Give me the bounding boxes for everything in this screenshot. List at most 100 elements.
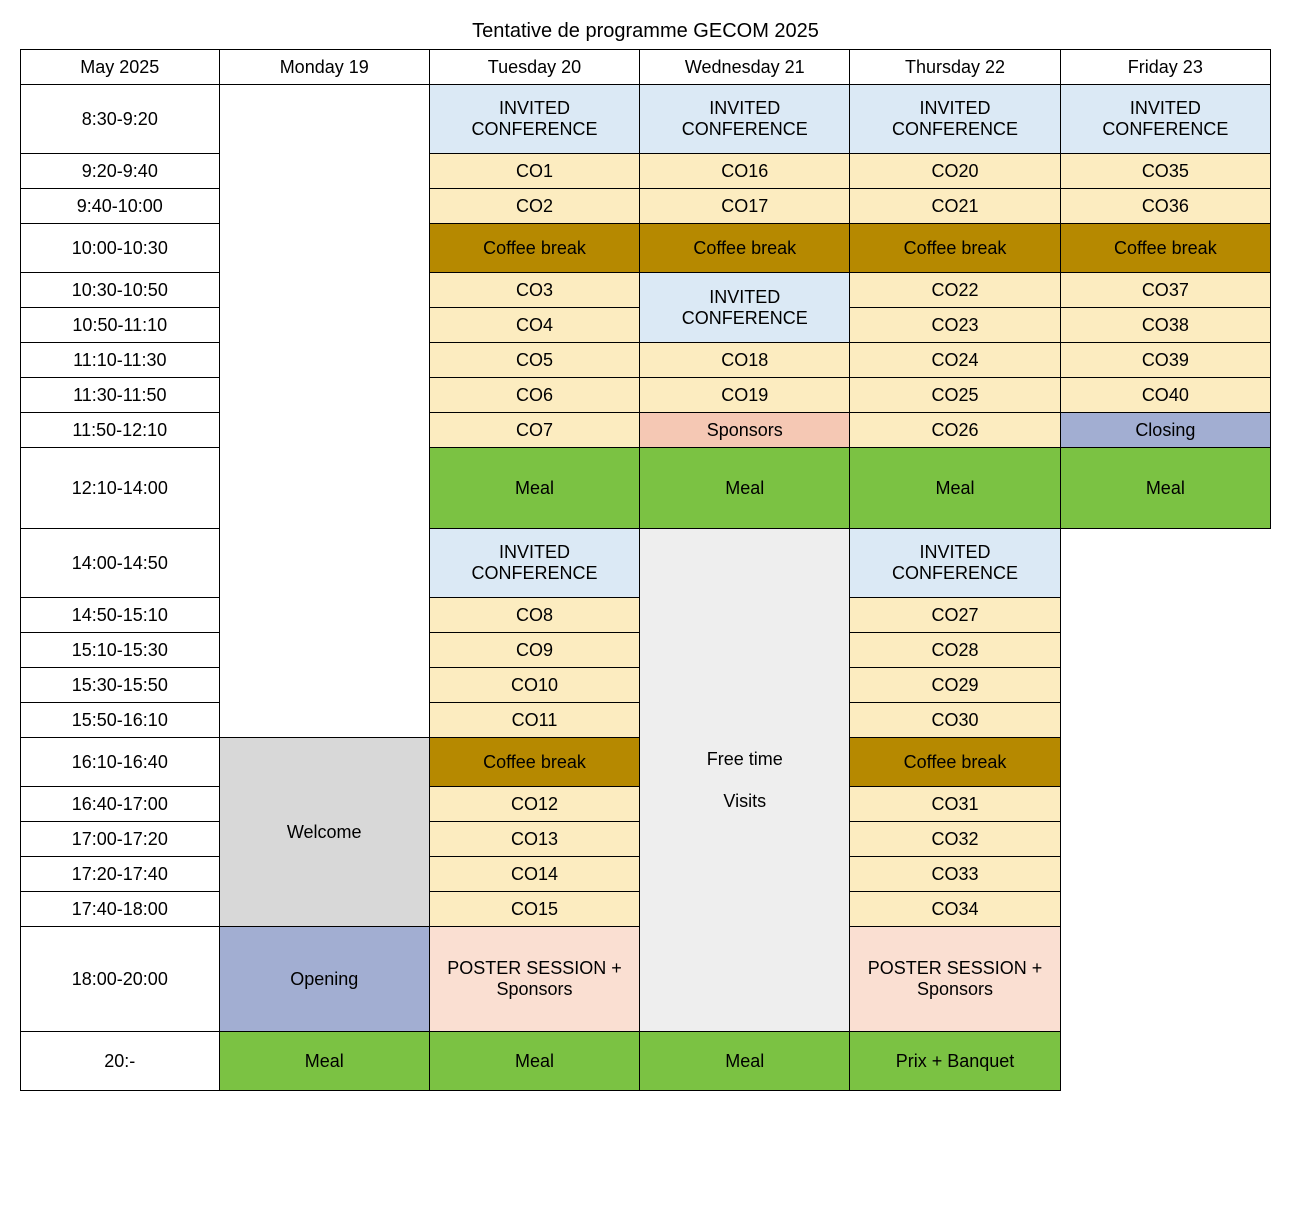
table-row: 10:00-10:30 Coffee break Coffee break Co…	[21, 224, 1271, 273]
tue-co15: CO15	[429, 892, 639, 927]
tue-meal-1: Meal	[429, 448, 639, 529]
thu-invited-am: INVITED CONFERENCE	[850, 85, 1060, 154]
page-title: Tentative de programme GECOM 2025	[20, 20, 1271, 43]
mon-opening: Opening	[219, 927, 429, 1032]
time-cell: 15:10-15:30	[21, 633, 220, 668]
thu-co29: CO29	[850, 668, 1060, 703]
time-cell: 11:30-11:50	[21, 378, 220, 413]
wed-co16: CO16	[640, 154, 850, 189]
time-cell: 10:50-11:10	[21, 308, 220, 343]
fri-co36: CO36	[1060, 189, 1270, 224]
tue-co2: CO2	[429, 189, 639, 224]
tue-invited-am: INVITED CONFERENCE	[429, 85, 639, 154]
tue-co11: CO11	[429, 703, 639, 738]
table-row: 9:40-10:00 CO2 CO17 CO21 CO36	[21, 189, 1271, 224]
wed-invited-am: INVITED CONFERENCE	[640, 85, 850, 154]
time-cell: 16:40-17:00	[21, 787, 220, 822]
fri-closing: Closing	[1060, 413, 1270, 448]
wed-free-line2: Visits	[723, 791, 766, 811]
thu-co32: CO32	[850, 822, 1060, 857]
time-cell: 16:10-16:40	[21, 738, 220, 787]
tue-co6: CO6	[429, 378, 639, 413]
tue-meal-2: Meal	[429, 1032, 639, 1091]
time-cell: 18:00-20:00	[21, 927, 220, 1032]
table-row: 14:00-14:50 INVITED CONFERENCE Free time…	[21, 529, 1271, 598]
tue-co3: CO3	[429, 273, 639, 308]
time-cell: 20:-	[21, 1032, 220, 1091]
table-row: 11:50-12:10 CO7 Sponsors CO26 Closing	[21, 413, 1271, 448]
wed-co18: CO18	[640, 343, 850, 378]
time-cell: 10:00-10:30	[21, 224, 220, 273]
thu-co28: CO28	[850, 633, 1060, 668]
fri-co38: CO38	[1060, 308, 1270, 343]
header-tue: Tuesday 20	[429, 50, 639, 85]
time-cell: 14:00-14:50	[21, 529, 220, 598]
tue-co8: CO8	[429, 598, 639, 633]
thu-co27: CO27	[850, 598, 1060, 633]
fri-empty-dinner	[1060, 1032, 1270, 1091]
thu-banquet: Prix + Banquet	[850, 1032, 1060, 1091]
fri-empty-pm	[1060, 529, 1270, 1032]
tue-co5: CO5	[429, 343, 639, 378]
thu-co34: CO34	[850, 892, 1060, 927]
header-mon: Monday 19	[219, 50, 429, 85]
wed-free: Free time Visits	[640, 529, 850, 1032]
header-wed: Wednesday 21	[640, 50, 850, 85]
thu-co22: CO22	[850, 273, 1060, 308]
tue-co10: CO10	[429, 668, 639, 703]
time-cell: 14:50-15:10	[21, 598, 220, 633]
thu-co21: CO21	[850, 189, 1060, 224]
wed-co17: CO17	[640, 189, 850, 224]
wed-sponsors: Sponsors	[640, 413, 850, 448]
time-cell: 17:00-17:20	[21, 822, 220, 857]
table-row: 12:10-14:00 Meal Meal Meal Meal	[21, 448, 1271, 529]
time-cell: 8:30-9:20	[21, 85, 220, 154]
thu-co31: CO31	[850, 787, 1060, 822]
time-cell: 11:50-12:10	[21, 413, 220, 448]
table-row: 10:30-10:50 CO3 INVITED CONFERENCE CO22 …	[21, 273, 1271, 308]
thu-co20: CO20	[850, 154, 1060, 189]
thu-co23: CO23	[850, 308, 1060, 343]
tue-coffee-1: Coffee break	[429, 224, 639, 273]
time-cell: 9:20-9:40	[21, 154, 220, 189]
thu-coffee-2: Coffee break	[850, 738, 1060, 787]
thu-invited-pm: INVITED CONFERENCE	[850, 529, 1060, 598]
thu-meal-1: Meal	[850, 448, 1060, 529]
time-cell: 17:40-18:00	[21, 892, 220, 927]
table-row: 9:20-9:40 CO1 CO16 CO20 CO35	[21, 154, 1271, 189]
time-cell: 12:10-14:00	[21, 448, 220, 529]
table-row: 11:10-11:30 CO5 CO18 CO24 CO39	[21, 343, 1271, 378]
time-cell: 11:10-11:30	[21, 343, 220, 378]
wed-meal-2: Meal	[640, 1032, 850, 1091]
fri-coffee-1: Coffee break	[1060, 224, 1270, 273]
header-thu: Thursday 22	[850, 50, 1060, 85]
fri-co39: CO39	[1060, 343, 1270, 378]
wed-meal-1: Meal	[640, 448, 850, 529]
thu-co26: CO26	[850, 413, 1060, 448]
tue-invited-pm: INVITED CONFERENCE	[429, 529, 639, 598]
fri-invited-am: INVITED CONFERENCE	[1060, 85, 1270, 154]
wed-co19: CO19	[640, 378, 850, 413]
mon-meal: Meal	[219, 1032, 429, 1091]
thu-coffee-1: Coffee break	[850, 224, 1060, 273]
wed-coffee-1: Coffee break	[640, 224, 850, 273]
table-row: 20:- Meal Meal Meal Prix + Banquet	[21, 1032, 1271, 1091]
tue-co12: CO12	[429, 787, 639, 822]
tue-poster: POSTER SESSION + Sponsors	[429, 927, 639, 1032]
thu-co33: CO33	[850, 857, 1060, 892]
fri-co37: CO37	[1060, 273, 1270, 308]
fri-co40: CO40	[1060, 378, 1270, 413]
time-cell: 15:30-15:50	[21, 668, 220, 703]
tue-coffee-2: Coffee break	[429, 738, 639, 787]
mon-welcome: Welcome	[219, 738, 429, 927]
wed-free-line1: Free time	[707, 749, 783, 769]
schedule-table: May 2025 Monday 19 Tuesday 20 Wednesday …	[20, 49, 1271, 1091]
table-row: 8:30-9:20 INVITED CONFERENCE INVITED CON…	[21, 85, 1271, 154]
header-row: May 2025 Monday 19 Tuesday 20 Wednesday …	[21, 50, 1271, 85]
tue-co9: CO9	[429, 633, 639, 668]
wed-invited-midam: INVITED CONFERENCE	[640, 273, 850, 343]
thu-co30: CO30	[850, 703, 1060, 738]
time-cell: 9:40-10:00	[21, 189, 220, 224]
tue-co14: CO14	[429, 857, 639, 892]
thu-poster: POSTER SESSION + Sponsors	[850, 927, 1060, 1032]
